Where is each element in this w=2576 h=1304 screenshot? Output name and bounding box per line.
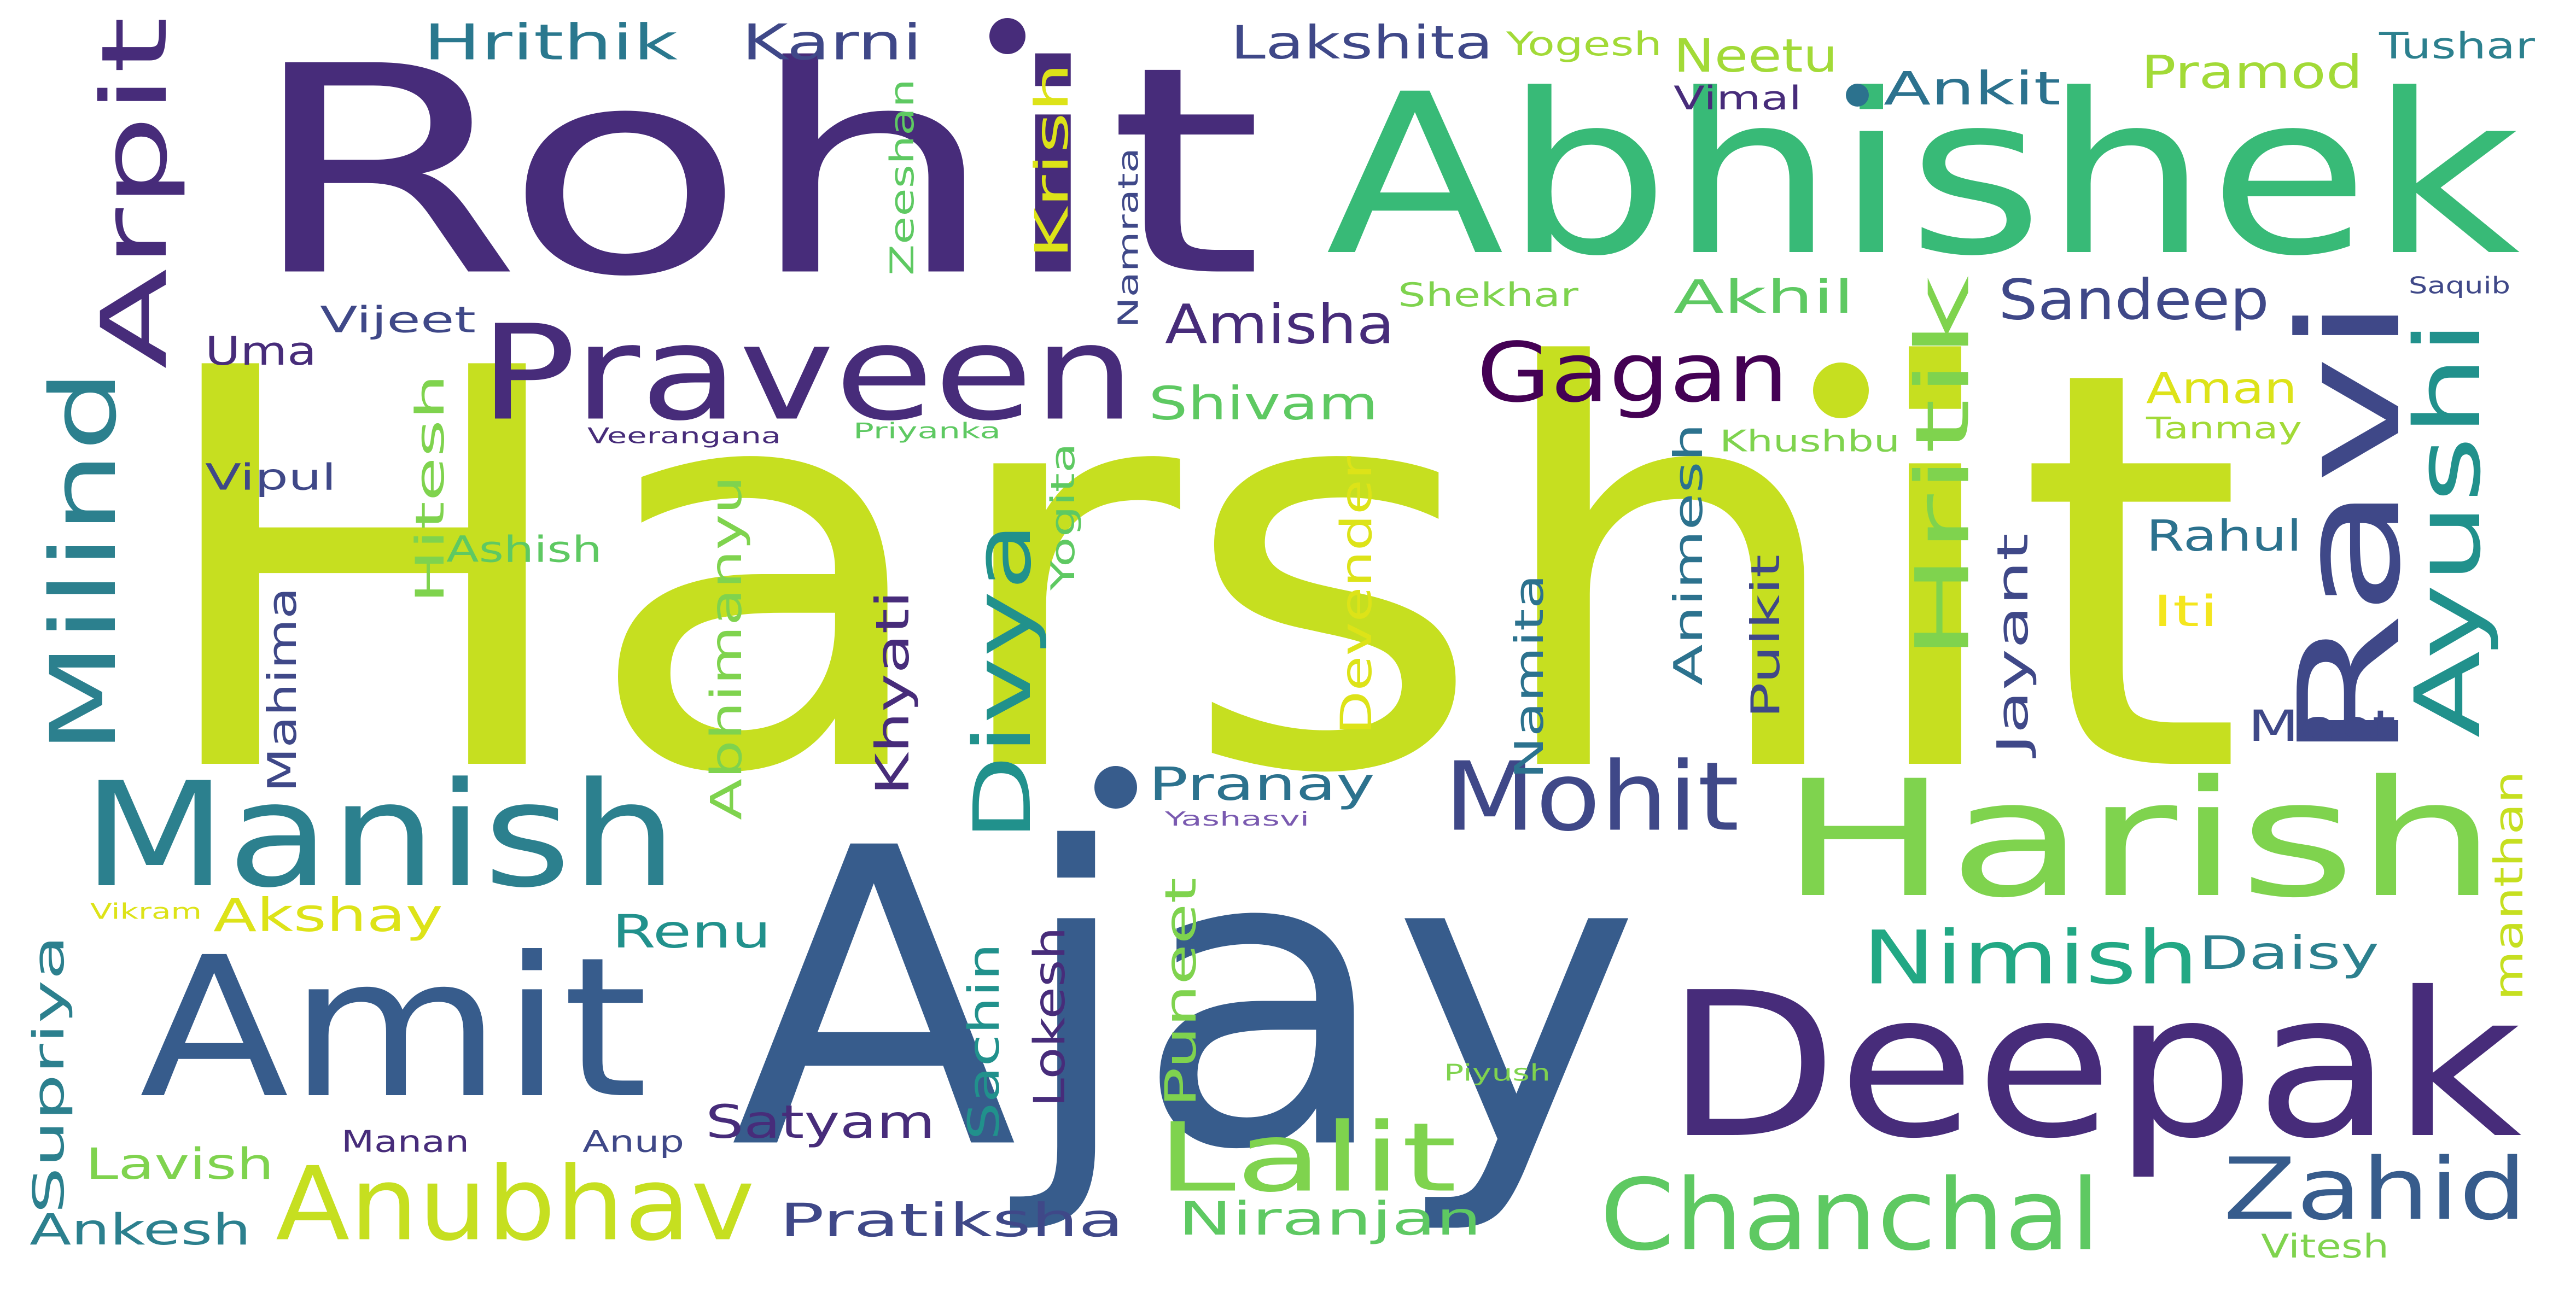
word-yashasvi: Yashasvi xyxy=(1164,808,1309,831)
word-deepak: Deepak xyxy=(1665,950,2522,1183)
dot-mark xyxy=(1094,766,1137,809)
word-yogita: Yogita xyxy=(1044,443,1082,591)
word-divya: Divya xyxy=(957,522,1048,841)
word-anubhav: Anubhav xyxy=(276,1145,755,1264)
word-ayushi: Ayushi xyxy=(2396,320,2501,738)
word-ankesh: Ankesh xyxy=(30,1206,251,1255)
word-shekhar: Shekhar xyxy=(1398,276,1578,314)
word-arpit: Arpit xyxy=(82,16,187,369)
word-yogesh: Yogesh xyxy=(1506,25,1662,63)
word-manish: Manish xyxy=(82,752,678,920)
dot-mark xyxy=(1846,84,1869,107)
word-lakshita: Lakshita xyxy=(1231,16,1493,69)
word-namita: Namita xyxy=(1506,574,1552,779)
word-gagan: Gagan xyxy=(1477,326,1788,421)
word-anup: Anup xyxy=(582,1125,684,1159)
word-veerangana: Veerangana xyxy=(587,424,781,449)
word-zahid: Zahid xyxy=(2223,1139,2527,1239)
word-uma: Uma xyxy=(205,328,317,374)
word-jayant: Jayant xyxy=(1989,533,2038,759)
word-tushar: Tushar xyxy=(2379,25,2536,67)
word-saquib: Saquib xyxy=(2409,272,2510,299)
word-hritik: Hritik xyxy=(1900,276,1986,661)
word-iti: Iti xyxy=(2153,587,2218,636)
word-tanmay: Tanmay xyxy=(2146,411,2302,446)
word-ajay: Ajay xyxy=(730,762,1641,1239)
word-rohit: Rohit xyxy=(246,5,1263,340)
word-khyati: Khyati xyxy=(866,590,919,796)
word-pulkit: Pulkit xyxy=(1742,554,1788,718)
word-manan: Manan xyxy=(341,1125,469,1159)
word-daisy: Daisy xyxy=(2199,926,2379,980)
word-praveen: Praveen xyxy=(479,297,1135,450)
word-aman: Aman xyxy=(2146,364,2297,413)
word-niranjan: Niranjan xyxy=(1178,1192,1482,1245)
word-hrithik: Hrithik xyxy=(423,14,678,72)
word-namrata: Namrata xyxy=(1113,148,1145,328)
word-shivam: Shivam xyxy=(1149,377,1378,430)
word-supriya: Supriya xyxy=(25,935,74,1214)
word-lalit: Lalit xyxy=(1157,1103,1457,1214)
word-akshay: Akshay xyxy=(213,888,443,942)
word-vipul: Vipul xyxy=(205,457,336,499)
word-sandeep: Sandeep xyxy=(1998,268,2269,333)
word-zeeshan: Zeeshan xyxy=(883,79,922,276)
word-priyanka: Priyanka xyxy=(853,419,1001,444)
word-karni: Karni xyxy=(742,14,922,72)
word-devender: Devender xyxy=(1332,455,1382,735)
word-abhimanyu: Abhimanyu xyxy=(702,476,751,820)
word-lokesh: Lokesh xyxy=(1025,927,1075,1107)
word-krish: Krish xyxy=(1025,62,1079,259)
word-puneet: Puneet xyxy=(1157,878,1206,1107)
word-milind: Milind xyxy=(31,369,136,755)
word-piyush: Piyush xyxy=(1444,1060,1551,1086)
word-meet: Meet xyxy=(2248,702,2396,751)
word-ravi: Ravi xyxy=(2269,295,2432,763)
word-pratiksha: Pratiksha xyxy=(779,1194,1124,1247)
word-chanchal: Chanchal xyxy=(1600,1159,2100,1273)
word-vimal: Vimal xyxy=(1674,79,1802,118)
word-ashish: Ashish xyxy=(446,529,602,571)
word-manthan: manthan xyxy=(2486,771,2532,1001)
word-satyam: Satyam xyxy=(706,1095,935,1149)
word-vitesh: Vitesh xyxy=(2261,1227,2389,1266)
word-ankit: Ankit xyxy=(1884,62,2061,115)
word-hitesh: Hitesh xyxy=(407,374,453,604)
word-mahima: Mahima xyxy=(259,587,305,792)
word-khushbu: Khushbu xyxy=(1720,424,1900,459)
word-pramod: Pramod xyxy=(2141,45,2363,99)
word-neetu: Neetu xyxy=(1674,29,1838,83)
dot-mark xyxy=(989,18,1025,54)
word-mohit: Mohit xyxy=(1444,742,1739,853)
word-vikram: Vikram xyxy=(90,900,202,925)
word-abhishek: Abhishek xyxy=(1326,46,2520,305)
word-sachin: Sachin xyxy=(960,943,1009,1140)
word-akhil: Akhil xyxy=(1674,270,1854,324)
word-harish: Harish xyxy=(1780,746,2497,933)
dot-mark xyxy=(1813,362,1869,418)
word-animesh: Animesh xyxy=(1665,423,1711,686)
word-rahul: Rahul xyxy=(2146,512,2302,561)
word-amisha: Amisha xyxy=(1165,294,1395,356)
word-vijeet: Vijeet xyxy=(320,299,476,341)
word-nimish: Nimish xyxy=(1862,915,2199,1001)
word-amit: Amit xyxy=(139,916,648,1141)
word-harshit: Harshit xyxy=(144,254,2245,894)
word-renu: Renu xyxy=(612,905,771,958)
word-lavish: Lavish xyxy=(85,1140,274,1189)
word-pranay: Pranay xyxy=(1149,757,1375,811)
